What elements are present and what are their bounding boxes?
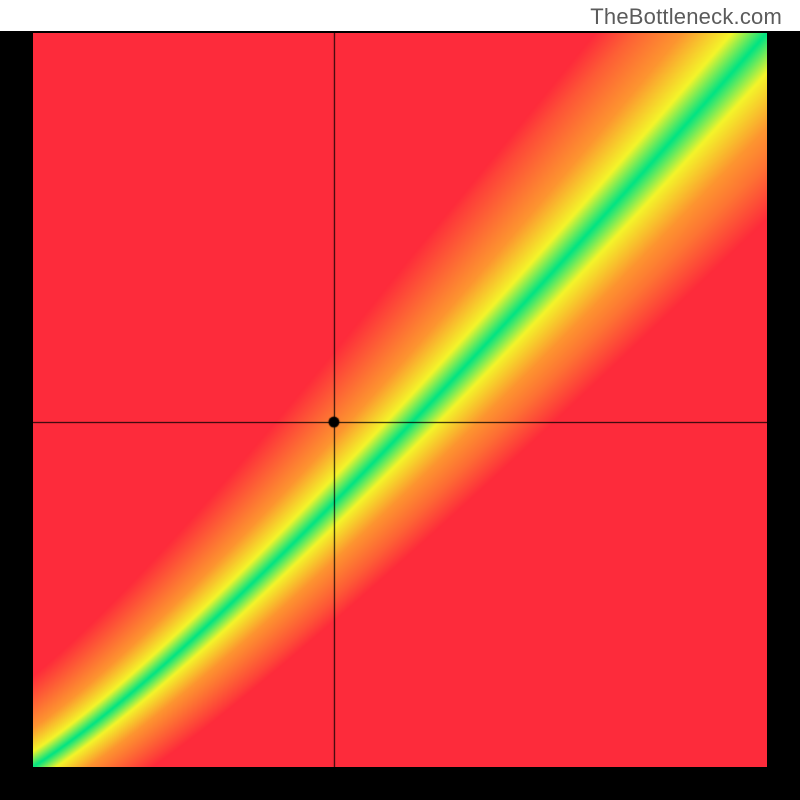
chart-container: TheBottleneck.com — [0, 0, 800, 800]
crosshair-overlay — [33, 33, 767, 767]
frame-left — [0, 31, 33, 800]
watermark-text: TheBottleneck.com — [590, 4, 782, 30]
frame-bottom — [0, 767, 800, 800]
frame-right — [767, 31, 800, 800]
